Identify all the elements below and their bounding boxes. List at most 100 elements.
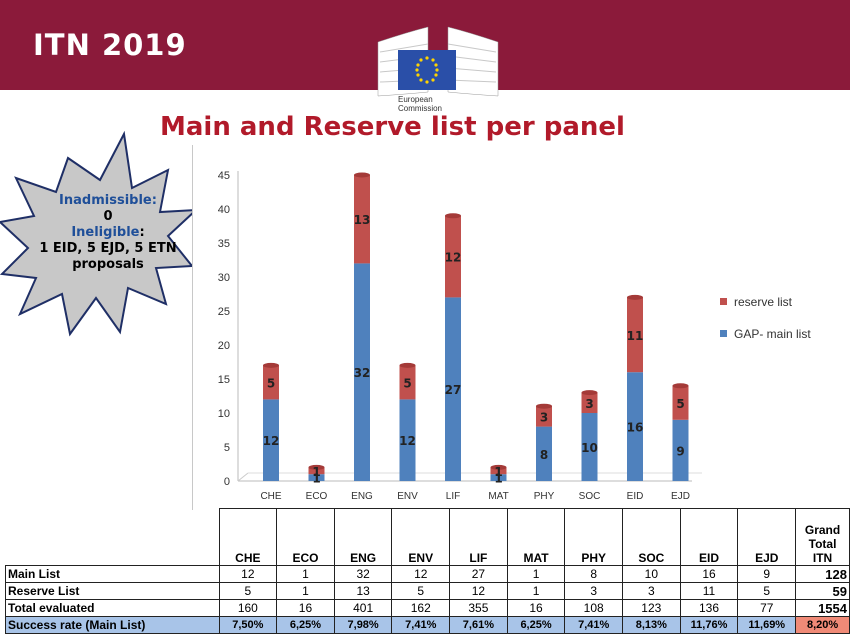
bar-top — [627, 294, 643, 300]
table-cell: 355 — [449, 599, 508, 617]
table-cell: 3 — [622, 582, 681, 600]
bar-reserve — [581, 392, 598, 413]
bar-reserve — [627, 297, 643, 373]
bar-top — [263, 362, 279, 368]
table-cell: 3 — [564, 582, 623, 600]
x-tick-label: EJD — [671, 491, 690, 502]
table-cell: 162 — [391, 599, 451, 617]
table-cell: 12 — [391, 565, 451, 583]
bar-main — [399, 399, 416, 481]
ineligible-colon: : — [139, 225, 145, 240]
data-label-reserve: 5 — [403, 376, 411, 390]
table-cell: 11 — [679, 582, 739, 600]
y-tick-label: 35 — [218, 238, 230, 250]
x-tick-label: ENG — [351, 491, 373, 502]
table-cell: 16 — [679, 565, 739, 583]
column-header: EID — [679, 508, 739, 566]
table-total-cell: 128 — [795, 565, 850, 583]
table-corner — [6, 509, 220, 566]
row-label: Total evaluated — [5, 599, 220, 617]
column-header: PHY — [564, 508, 623, 566]
table-cell: 6,25% — [506, 616, 566, 634]
y-tick-label: 5 — [224, 442, 230, 454]
data-label-main: 32 — [354, 366, 371, 380]
callout-text: Inadmissible: 0 Ineligible: 1 EID, 5 EJD… — [18, 193, 198, 273]
x-tick-label: EID — [627, 491, 644, 502]
app-title: ITN 2019 — [33, 28, 187, 62]
table-row: Main List 12 1 32 12 27 1 8 10 16 9 128 — [5, 565, 850, 583]
y-tick-label: 10 — [218, 408, 230, 420]
european-commission-logo — [377, 26, 499, 97]
x-tick-label: ENV — [397, 491, 418, 502]
data-label-main: 1 — [494, 472, 502, 486]
bar-top — [490, 464, 507, 470]
y-tick-label: 15 — [218, 374, 230, 386]
table-cell: 8 — [564, 565, 623, 583]
slide-title: Main and Reserve list per panel — [160, 112, 625, 142]
x-tick-label: LIF — [446, 491, 460, 502]
logo-text: European Commission — [398, 95, 458, 113]
y-tick-label: 0 — [224, 476, 230, 488]
data-label-main: 12 — [399, 434, 416, 448]
column-header-total: Grand Total ITN — [795, 508, 850, 566]
bar-reserve — [399, 365, 416, 400]
column-header: ECO — [276, 508, 335, 566]
data-label-reserve: 11 — [627, 329, 644, 343]
row-label: Reserve List — [5, 582, 220, 600]
bar-reserve — [308, 467, 325, 475]
ineligible-value: 1 EID, 5 EJD, 5 ETN proposals — [39, 241, 177, 272]
data-label-reserve: 13 — [354, 213, 371, 227]
data-label-reserve: 3 — [585, 397, 593, 411]
bar-top — [581, 390, 598, 396]
table-total-cell: 8,20% — [795, 616, 850, 634]
table-cell: 1 — [506, 582, 566, 600]
table-total-cell: 1554 — [795, 599, 850, 617]
chart-area — [192, 145, 850, 510]
bar-top — [399, 362, 416, 368]
table-cell: 1 — [506, 565, 566, 583]
table-row: Reserve List 5 1 13 5 12 1 3 3 11 5 59 — [5, 582, 850, 600]
table-cell: 7,41% — [564, 616, 623, 634]
data-label-main: 1 — [312, 472, 320, 486]
eu-flag — [398, 50, 456, 90]
bar-top — [536, 403, 552, 409]
table-cell: 7,41% — [391, 616, 451, 634]
data-label-main: 27 — [445, 383, 462, 397]
data-label-reserve: 5 — [267, 376, 275, 390]
table-cell: 1 — [276, 582, 335, 600]
table-cell: 16 — [276, 599, 335, 617]
table-cell: 16 — [506, 599, 566, 617]
eu-stars-icon — [415, 56, 439, 84]
legend-swatch-main — [720, 330, 727, 337]
bar-main — [581, 413, 598, 481]
data-label-reserve: 12 — [445, 251, 462, 265]
table-cell: 8,13% — [622, 616, 681, 634]
table-cell: 11,76% — [679, 616, 739, 634]
x-tick-label: CHE — [260, 491, 281, 502]
table-cell: 123 — [622, 599, 681, 617]
bar-reserve — [672, 385, 689, 420]
table-cell: 7,50% — [218, 616, 278, 634]
column-header: MAT — [506, 508, 566, 566]
ineligible-label: Ineligible — [71, 225, 140, 240]
table-row: Success rate (Main List) 7,50% 6,25% 7,98% 7… — [5, 616, 850, 634]
data-label-main: 10 — [581, 441, 598, 455]
table-total-cell: 59 — [795, 582, 850, 600]
table-cell: 12 — [449, 582, 508, 600]
table-cell: 108 — [564, 599, 623, 617]
data-label-reserve: 3 — [540, 410, 548, 424]
bar-top — [354, 172, 370, 178]
table-cell: 12 — [218, 565, 278, 583]
column-header: SOC — [622, 508, 681, 566]
bar-main — [263, 399, 279, 481]
table-cell: 5 — [737, 582, 797, 600]
row-label: Success rate (Main List) — [5, 616, 220, 634]
table-header-row: CHE ECO ENG ENV LIF MAT PHY SOC EID EJD Grand Tota… — [6, 508, 850, 566]
data-label-reserve: 5 — [676, 397, 684, 411]
callout-burst — [0, 130, 199, 337]
data-label-reserve: 1 — [494, 465, 502, 479]
x-tick-label: SOC — [579, 491, 601, 502]
table-cell: 5 — [218, 582, 278, 600]
data-label-main: 9 — [676, 444, 684, 458]
bar-reserve — [536, 406, 552, 427]
